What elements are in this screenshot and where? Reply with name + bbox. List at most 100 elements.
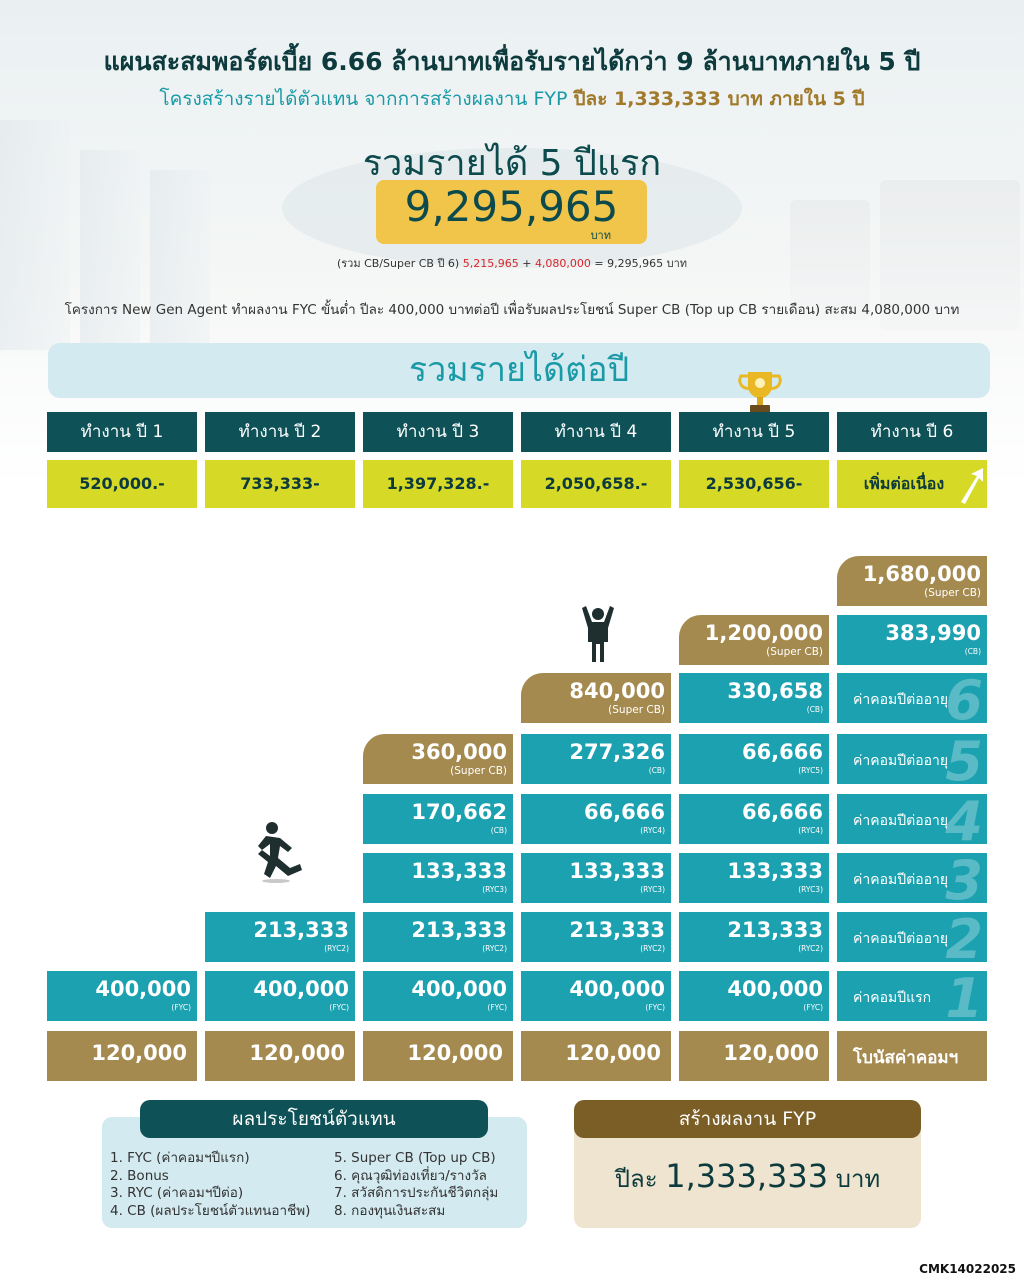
formula-suffix: = 9,295,965 บาท	[590, 257, 688, 270]
cell-value: 330,658	[727, 679, 823, 703]
year-header-3: ทำงาน ปี 3	[363, 412, 513, 452]
bonus-value: 120,000	[565, 1041, 661, 1065]
cell-y4-ryc2: 213,333 (RYC2)	[521, 912, 671, 962]
year-total-6: เพิ่มต่อเนื่อง	[837, 460, 987, 508]
year-header-1: ทำงาน ปี 1	[47, 412, 197, 452]
cell-value: 213,333	[411, 918, 507, 942]
row-label-text: ค่าคอมปีต่ออายุ	[853, 813, 949, 829]
row-number: 1	[945, 967, 983, 1030]
cell-sub: (CB)	[964, 647, 981, 656]
cell-y6-cb: 383,990 (CB)	[837, 615, 987, 665]
row-label-5: 5 ค่าคอมปีต่ออายุ	[837, 730, 987, 793]
bonus-label: โบนัสค่าคอมฯ	[853, 1048, 959, 1068]
year-total-1: 520,000.-	[47, 460, 197, 508]
cell-sub: (Super CB)	[766, 646, 823, 658]
cell-value: 360,000	[411, 740, 507, 764]
row-label-6: 6 ค่าคอมปีต่ออายุ	[837, 669, 987, 732]
benefits-title: ผลประโยชน์ตัวแทน	[140, 1100, 488, 1138]
income-banner: รวมรายได้ต่อปี	[48, 343, 990, 398]
trophy-icon	[738, 372, 782, 413]
cell-y5-ryc3: 133,333 (RYC3)	[679, 853, 829, 903]
subtitle-highlight: ปีละ 1,333,333 บาท ภายใน 5 ปี	[573, 88, 865, 110]
cell-sub: (RYC2)	[798, 944, 823, 953]
row-label-4: 4 ค่าคอมปีต่ออายุ	[837, 790, 987, 853]
document-code: CMK14022025	[919, 1262, 1016, 1276]
cell-y6-super-cb: 1,680,000 (Super CB)	[837, 556, 987, 606]
cell-value: 66,666	[583, 800, 665, 824]
cell-sub: (RYC4)	[640, 826, 665, 835]
cell-sub: (FYC)	[487, 1003, 507, 1012]
row-number: 5	[945, 730, 983, 793]
formula-prefix: (รวม CB/Super CB ปี 6)	[336, 257, 463, 270]
year-header-2: ทำงาน ปี 2	[205, 412, 355, 452]
year-header-5: ทำงาน ปี 5	[679, 412, 829, 452]
cell-sub: (RYC3)	[640, 885, 665, 894]
cell-value: 400,000	[569, 977, 665, 1001]
benefits-list-right: 5. Super CB (Top up CB) 6. คุณวุฒิท่องเท…	[334, 1150, 498, 1220]
fyp-value: 1,333,333	[665, 1157, 829, 1195]
program-note: โครงการ New Gen Agent ทำผลงาน FYC ขั้นต่…	[64, 302, 960, 318]
fyp-amount: ปีละ 1,333,333 บาท	[574, 1157, 921, 1198]
bonus-value: 120,000	[723, 1041, 819, 1065]
row-number: 6	[945, 669, 983, 732]
person-running-icon	[258, 822, 302, 883]
cell-value: 840,000	[569, 679, 665, 703]
cell-y5-super-cb: 1,200,000 (Super CB)	[679, 615, 829, 665]
year-total-3: 1,397,328.-	[363, 460, 513, 508]
year-total-4: 2,050,658.-	[521, 460, 671, 508]
cell-sub: (Super CB)	[450, 765, 507, 777]
cell-value: 213,333	[569, 918, 665, 942]
cell-y5-ryc4: 66,666 (RYC4)	[679, 794, 829, 844]
row-label-text: ค่าคอมปีต่ออายุ	[853, 753, 949, 769]
cell-y2-ryc2: 213,333 (RYC2)	[205, 912, 355, 962]
cell-y5-ryc2: 213,333 (RYC2)	[679, 912, 829, 962]
row-label-text: ค่าคอมปีแรก	[853, 990, 932, 1006]
cell-y5-ryc5: 66,666 (RYC5)	[679, 734, 829, 784]
cell-sub: (Super CB)	[924, 587, 981, 599]
cell-sub: (FYC)	[171, 1003, 191, 1012]
summary-formula: (รวม CB/Super CB ปี 6) 5,215,965 + 4,080…	[0, 254, 1024, 272]
benefit-item: 7. สวัสดิการประกันชีวิตกลุ่ม	[334, 1185, 499, 1201]
cell-y4-cb: 277,326 (CB)	[521, 734, 671, 784]
fyp-panel	[574, 1120, 921, 1228]
cell-y2-fyc: 400,000 (FYC)	[205, 971, 355, 1021]
row-number: 4	[945, 790, 983, 853]
cell-y3-super-cb: 360,000 (Super CB)	[363, 734, 513, 784]
row-label-2: 2 ค่าคอมปีต่ออายุ	[837, 908, 987, 971]
row-number: 2	[945, 908, 983, 971]
cell-value: 400,000	[411, 977, 507, 1001]
benefit-item: 6. คุณวุฒิท่องเที่ยว/รางวัล	[334, 1167, 487, 1184]
row-label-text: ค่าคอมปีต่ออายุ	[853, 692, 949, 708]
benefit-item: 2. Bonus	[110, 1167, 169, 1184]
cell-value: 383,990	[885, 621, 981, 645]
bonus-row-label: โบนัสค่าคอมฯ	[837, 1031, 987, 1081]
bonus-cell-y5: 120,000	[679, 1031, 829, 1081]
bonus-cell-y3: 120,000	[363, 1031, 513, 1081]
income-banner-title: รวมรายได้ต่อปี	[408, 350, 630, 390]
bonus-cell-y1: 120,000	[47, 1031, 197, 1081]
cell-sub: (CB)	[490, 826, 507, 835]
row-label-text: ค่าคอมปีต่ออายุ	[853, 872, 949, 888]
benefit-item: 5. Super CB (Top up CB)	[334, 1150, 496, 1166]
summary-total-value: 9,295,965	[404, 182, 619, 231]
cell-sub: (CB)	[648, 766, 665, 775]
bonus-value: 120,000	[91, 1041, 187, 1065]
cell-sub: (RYC5)	[798, 766, 823, 775]
cell-value: 400,000	[253, 977, 349, 1001]
cell-y3-cb: 170,662 (CB)	[363, 794, 513, 844]
bonus-value: 120,000	[249, 1041, 345, 1065]
cell-sub: (RYC3)	[482, 885, 507, 894]
benefit-item: 3. RYC (ค่าคอมฯปีต่อ)	[110, 1185, 244, 1201]
cell-value: 133,333	[411, 859, 507, 883]
fyp-title: สร้างผลงาน FYP	[574, 1100, 921, 1138]
cell-sub: (FYC)	[645, 1003, 665, 1012]
cell-value: 133,333	[727, 859, 823, 883]
cell-sub: (FYC)	[803, 1003, 823, 1012]
benefit-item: 8. กองทุนเงินสะสม	[334, 1202, 446, 1219]
formula-part1: 5,215,965	[462, 257, 519, 270]
bonus-cell-y2: 120,000	[205, 1031, 355, 1081]
person-celebrating-icon	[582, 606, 614, 662]
year-total-2: 733,333-	[205, 460, 355, 508]
cell-y3-fyc: 400,000 (FYC)	[363, 971, 513, 1021]
cell-value: 66,666	[741, 740, 823, 764]
